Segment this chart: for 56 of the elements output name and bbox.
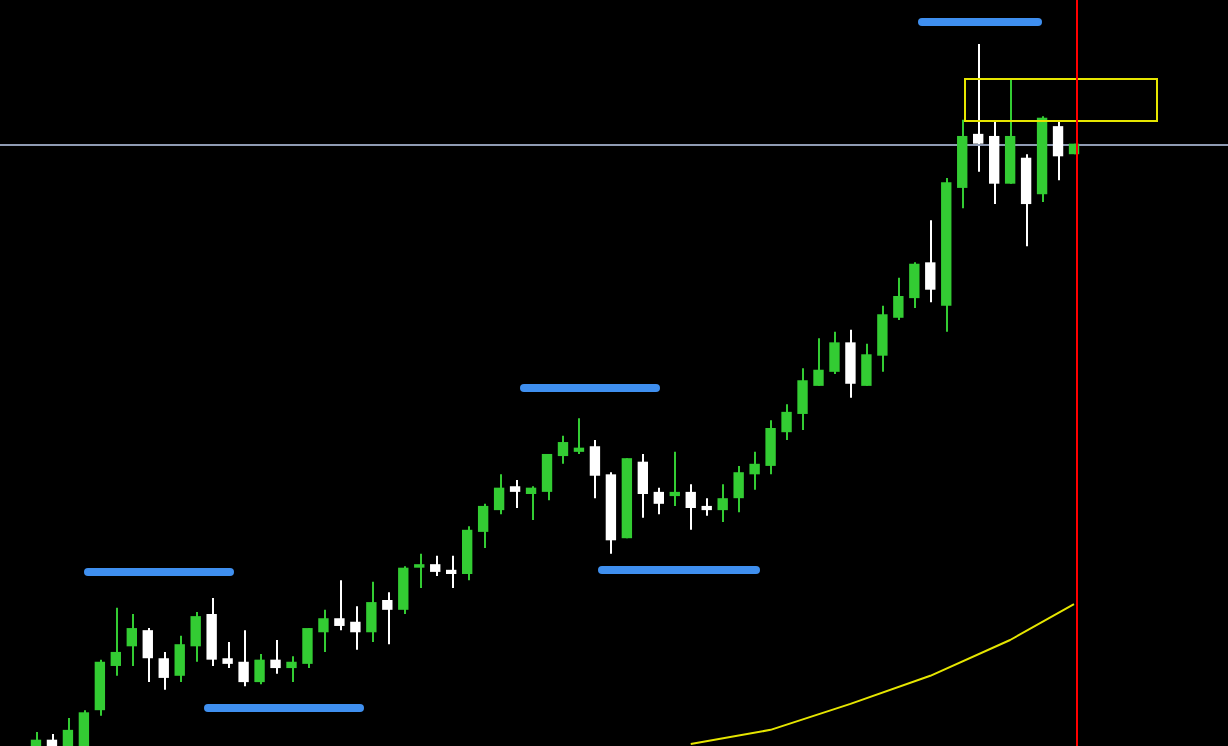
candlestick xyxy=(477,502,489,550)
candlestick xyxy=(557,434,569,465)
candlestick xyxy=(909,261,920,309)
candlestick xyxy=(525,485,537,521)
candlestick xyxy=(78,709,90,746)
candlestick xyxy=(286,655,297,684)
candlestick xyxy=(797,367,808,432)
candlestick xyxy=(302,627,313,670)
candlestick xyxy=(430,554,441,578)
candlestick xyxy=(877,304,888,373)
candlestick xyxy=(350,605,361,651)
candlestick xyxy=(110,606,122,677)
candlestick xyxy=(270,639,281,675)
candlestick xyxy=(461,525,473,582)
candlestick xyxy=(988,120,1000,206)
candlestick xyxy=(541,452,553,502)
candlestick xyxy=(366,580,377,644)
candlestick xyxy=(126,613,137,667)
candlestick xyxy=(749,450,760,491)
candlestick xyxy=(765,419,776,476)
candlestick xyxy=(813,337,824,387)
candlestick xyxy=(893,276,904,321)
candlestick xyxy=(1020,153,1032,248)
candlestick xyxy=(733,464,744,514)
candlestick xyxy=(589,438,601,500)
candlestick xyxy=(1052,120,1064,182)
candlestick xyxy=(62,716,74,746)
candlestick xyxy=(861,342,872,387)
candlestick xyxy=(142,627,153,684)
candlestick xyxy=(493,473,505,516)
candlestick xyxy=(781,403,792,441)
candlestick xyxy=(1004,78,1016,185)
candlestick xyxy=(973,43,984,173)
candlestick xyxy=(845,328,856,399)
candlestick xyxy=(414,552,425,590)
candlestick xyxy=(509,478,521,510)
candlestick xyxy=(206,596,217,667)
candlestick xyxy=(398,565,409,616)
candlestick xyxy=(573,417,585,455)
candlestick xyxy=(925,219,936,304)
candlestick xyxy=(254,653,265,686)
candlestick xyxy=(685,483,696,531)
candlestick xyxy=(717,483,728,524)
candlestick xyxy=(637,452,649,519)
candlestick xyxy=(174,634,185,684)
candlestick xyxy=(653,486,664,516)
candlestick xyxy=(669,450,680,507)
candlestick xyxy=(158,650,169,691)
candlestick xyxy=(334,579,345,632)
candlestick xyxy=(190,610,201,663)
candlestick xyxy=(222,641,233,670)
candlestick xyxy=(238,629,249,688)
candlestick xyxy=(829,330,840,375)
candlestick xyxy=(382,591,393,646)
candlestick xyxy=(446,554,457,590)
candlestick xyxy=(318,608,329,653)
